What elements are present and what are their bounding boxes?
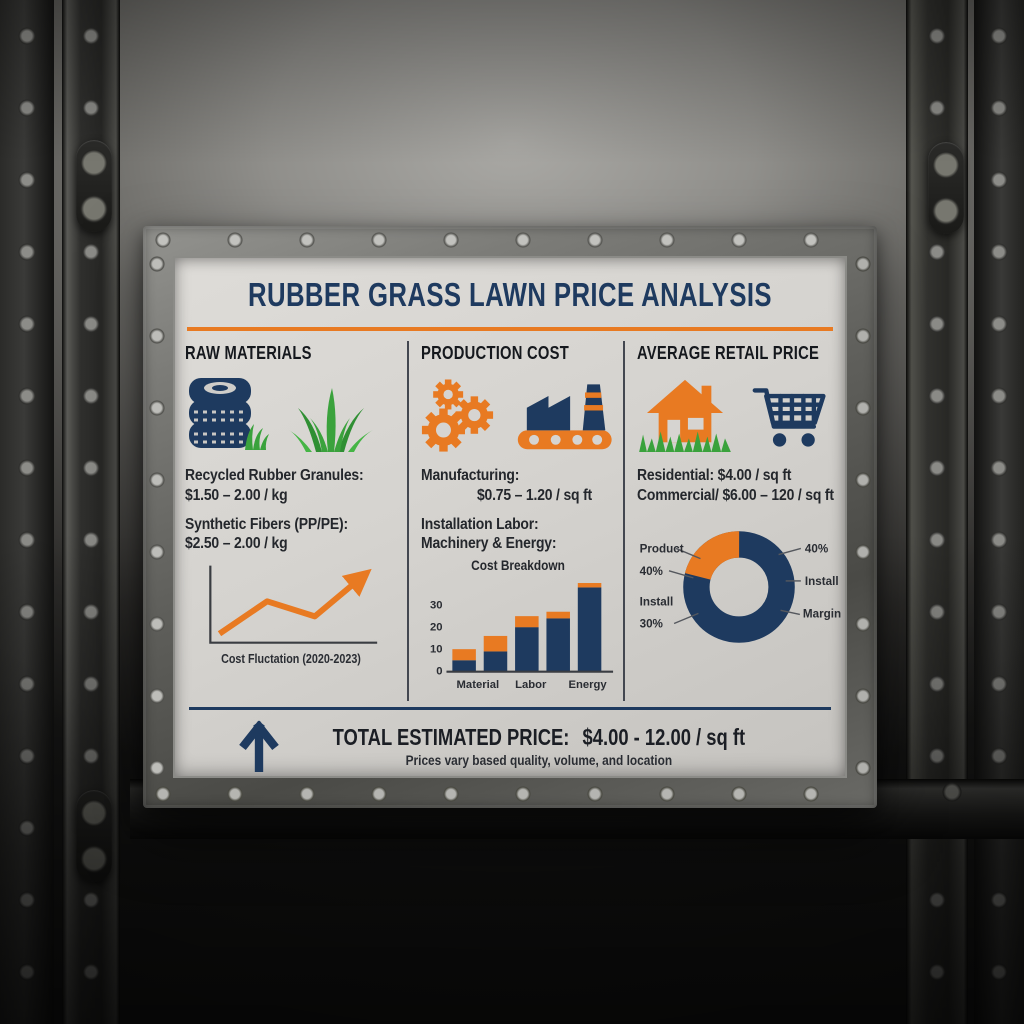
total-price-value: $4.00 - 12.00 / sq ft — [582, 724, 746, 750]
columns: RAW MATERIALS — [173, 341, 847, 701]
poster-frame: RUBBER GRASS LAWN PRICE ANALYSIS RAW MAT… — [143, 226, 877, 808]
retail-share-donut: Product 40% Install 30% 40% Install Marg… — [640, 530, 841, 643]
cost-price: $0.75 – 1.20 / sq ft — [476, 486, 592, 504]
donut-label: 40% — [805, 542, 829, 555]
donut-label: Margin — [803, 607, 841, 620]
cart-icon — [752, 388, 826, 447]
donut-label: 40% — [640, 564, 664, 577]
material-label: Recycled Rubber Granules: — [185, 467, 364, 484]
raw-materials-icons — [185, 372, 397, 454]
retail-price: $4.00 / sq ft — [717, 467, 792, 484]
donut-label: Install — [640, 595, 674, 608]
title-divider — [187, 327, 833, 331]
price-disclaimer: Prices vary based quality, volume, and l… — [405, 753, 673, 768]
material-label: Synthetic Fibers (PP/PE): — [185, 515, 348, 533]
average-retail-price-column: AVERAGE RETAIL PRICE — [625, 341, 859, 701]
raw-materials-header: RAW MATERIALS — [185, 343, 312, 363]
cost-label: Installation Labor: — [421, 515, 539, 533]
house-icon — [639, 379, 731, 453]
cost-label: Manufacturing: — [421, 467, 520, 484]
material-price: $2.50 – 2.00 / kg — [185, 535, 288, 553]
bar-group — [452, 583, 602, 672]
bolt-plate — [76, 790, 112, 882]
x-label: Energy — [568, 679, 607, 691]
material-price: $1.50 – 2.00 / kg — [185, 486, 288, 504]
retail-price-text: Residential: $4.00 / sq ft Commercial/ $… — [637, 466, 837, 506]
donut-label: 30% — [640, 617, 664, 630]
raw-materials-column: RAW MATERIALS — [185, 341, 409, 701]
frame-rivets-left — [147, 252, 167, 782]
production-cost-column: PRODUCTION COST — [409, 341, 625, 701]
total-price-label: TOTAL ESTIMATED PRICE: — [332, 724, 570, 750]
poster: RUBBER GRASS LAWN PRICE ANALYSIS RAW MAT… — [173, 256, 847, 778]
y-tick: 10 — [430, 644, 443, 656]
frame-rivets-top — [151, 230, 869, 250]
average-retail-price-header: AVERAGE RETAIL PRICE — [637, 343, 820, 363]
y-tick: 20 — [430, 622, 443, 634]
retail-label: Residential: — [637, 467, 714, 484]
donut-label: Product — [640, 542, 684, 555]
donut-label: Install — [805, 575, 839, 588]
gears-icon — [421, 379, 494, 452]
retail-label: Commercial/ — [637, 486, 719, 504]
bolt-plate — [76, 140, 112, 232]
tire-stack-icon — [189, 378, 269, 450]
grass-icon — [289, 388, 373, 452]
production-cost-icons — [421, 372, 615, 454]
up-arrow-icon — [237, 720, 281, 772]
production-cost-text: Manufacturing: $0.75 – 1.20 / sq ft Inst… — [421, 466, 596, 554]
poster-title: RUBBER GRASS LAWN PRICE ANALYSIS — [247, 276, 772, 313]
x-label: Labor — [515, 679, 547, 691]
x-label: Material — [457, 679, 500, 691]
production-cost-header: PRODUCTION COST — [421, 343, 570, 363]
cost-label: Machinery & Energy: — [421, 535, 557, 553]
y-tick: 30 — [430, 600, 443, 612]
left-edge-beam — [0, 0, 54, 1024]
bar-chart-title: Cost Breakdown — [471, 558, 565, 574]
chart-axes — [209, 565, 378, 645]
retail-price: $6.00 – 120 / sq ft — [722, 486, 834, 504]
total-price-footer: TOTAL ESTIMATED PRICE: $4.00 - 12.00 / s… — [189, 707, 831, 778]
y-tick: 0 — [436, 666, 442, 678]
factory-icon — [517, 384, 612, 450]
frame-rivets-bottom — [151, 784, 869, 804]
line-chart-caption: Cost Fluctation (2020-2023) — [221, 652, 361, 667]
retail-icons — [637, 372, 859, 454]
right-edge-beam — [974, 0, 1024, 1024]
cost-fluctuation-chart — [209, 565, 378, 645]
raw-materials-text: Recycled Rubber Granules: $1.50 – 2.00 /… — [185, 466, 376, 554]
bolt-plate — [928, 142, 964, 234]
cost-breakdown-chart: 0 10 20 30 Material Labor Energy — [430, 583, 614, 691]
cost-fluctuation-line — [217, 569, 372, 637]
